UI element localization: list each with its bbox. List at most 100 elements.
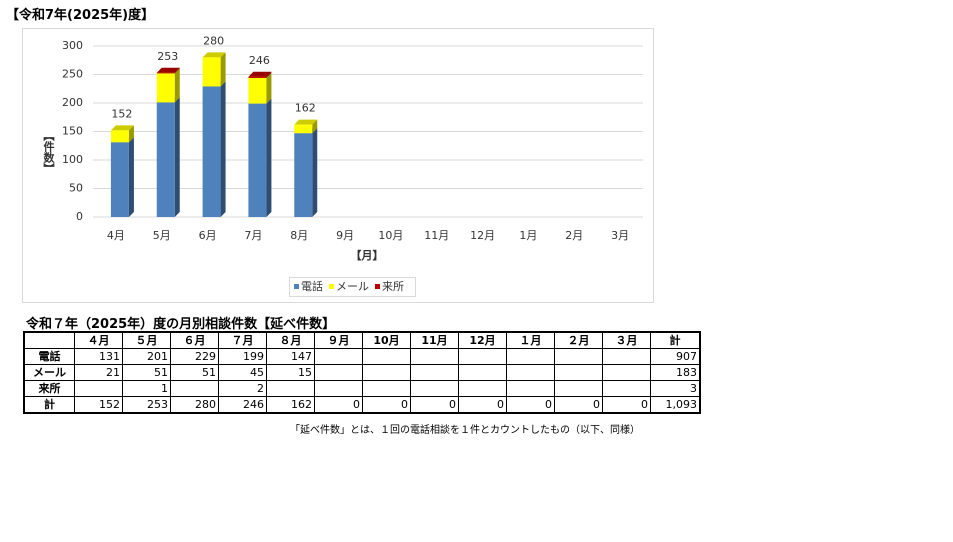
table-cell: 199	[218, 348, 267, 365]
table-cell: 51	[170, 364, 219, 381]
x-axis-label: 【月】	[351, 249, 384, 262]
bar-side	[266, 98, 272, 217]
bar	[294, 124, 313, 134]
data-label: 280	[203, 34, 224, 47]
table-cell: 147	[266, 348, 315, 365]
data-label: 246	[249, 54, 270, 67]
table-cell: 電話	[23, 348, 75, 365]
legend-swatch	[329, 284, 334, 289]
table-cell: 1	[122, 380, 171, 397]
table-row: 来所 1 2 3	[23, 380, 701, 397]
x-tick-label: 4月	[107, 229, 125, 242]
table-cell	[362, 348, 411, 365]
bar-side	[266, 71, 272, 78]
table-cell: 10月	[362, 331, 411, 349]
table-cell: ８月	[266, 331, 315, 349]
bar-side	[266, 72, 272, 104]
bar-top	[248, 71, 272, 77]
bar-top	[110, 125, 134, 131]
x-tick-label: 8月	[290, 229, 308, 242]
note: 「延べ件数」とは、１回の電話相談を１件とカウントしたもの（以下、同様）	[290, 425, 640, 436]
bar-side	[174, 67, 180, 74]
y-tick-label: 300	[62, 39, 83, 52]
table-cell: ３月	[602, 331, 651, 349]
table-cell: ５月	[122, 331, 171, 349]
table-cell	[314, 380, 363, 397]
table-cell: 3	[650, 380, 701, 397]
table-cell	[458, 348, 507, 365]
bar-side	[128, 137, 134, 217]
table-cell: 229	[170, 348, 219, 365]
page-title: 【令和7年(2025年)度】	[6, 8, 155, 23]
table-cell: 21	[74, 364, 123, 381]
table-cell	[410, 364, 459, 381]
table-cell	[23, 331, 75, 349]
bar-top	[294, 119, 318, 125]
bar	[156, 102, 175, 217]
table-cell	[362, 364, 411, 381]
table-cell: 来所	[23, 380, 75, 397]
table-cell: 0	[506, 396, 555, 414]
y-tick-label: 250	[62, 68, 83, 81]
y-tick-label: 150	[62, 125, 83, 138]
table-cell: 152	[74, 396, 123, 414]
x-tick-label: 11月	[424, 229, 449, 242]
table-cell	[74, 380, 123, 397]
data-label: 253	[157, 50, 178, 63]
table-cell: メール	[23, 364, 75, 381]
table-row: 計 152 253 280 246 162 0 0 0 0 0 0 0 1,093	[23, 396, 701, 414]
bar-side	[174, 68, 180, 103]
bar	[110, 130, 129, 143]
legend-swatch	[294, 284, 299, 289]
table-cell: 0	[314, 396, 363, 414]
y-axis-label: 【件数】	[42, 130, 55, 174]
table-cell	[506, 348, 555, 365]
y-tick-label: 200	[62, 96, 83, 109]
table: ４月 ５月 ６月 ７月 ８月 ９月 10月 11月 12月 １月 ２月 ３月計電話 131 201 229 1…	[23, 331, 701, 414]
legend-frame	[289, 277, 416, 297]
table-cell	[506, 364, 555, 381]
table-cell: 0	[554, 396, 603, 414]
bar-side	[220, 81, 226, 217]
table-cell	[458, 380, 507, 397]
table-cell: 246	[218, 396, 267, 414]
table-cell: ９月	[314, 331, 363, 349]
bar	[110, 142, 129, 217]
bar	[156, 73, 175, 103]
legend-label: メール	[336, 280, 369, 293]
x-tick-label: 6月	[199, 229, 217, 242]
table-cell: 0	[362, 396, 411, 414]
table-cell	[410, 348, 459, 365]
legend-swatch	[375, 284, 380, 289]
legend-label: 来所	[382, 280, 404, 293]
bar	[202, 86, 221, 217]
table-cell: 計	[23, 396, 75, 414]
bar	[248, 77, 267, 104]
x-tick-label: 5月	[153, 229, 171, 242]
bar-top	[156, 67, 180, 73]
data-label: 162	[295, 102, 316, 115]
table-row: 電話 131 201 229 199 147 907	[23, 348, 701, 365]
bar-side	[174, 97, 180, 217]
table-cell: 2	[218, 380, 267, 397]
table-cell	[602, 348, 651, 365]
table-cell	[170, 380, 219, 397]
table-cell: 45	[218, 364, 267, 381]
table-cell: 280	[170, 396, 219, 414]
bar	[294, 133, 313, 217]
table-cell: 253	[122, 396, 171, 414]
table-cell: ４月	[74, 331, 123, 349]
table-cell: １月	[506, 331, 555, 349]
x-tick-label: 3月	[611, 229, 629, 242]
table-cell	[554, 364, 603, 381]
x-tick-label: 2月	[565, 229, 583, 242]
table-cell: ６月	[170, 331, 219, 349]
table-cell: 131	[74, 348, 123, 365]
x-tick-label: 12月	[470, 229, 495, 242]
table-cell: 11月	[410, 331, 459, 349]
bar	[156, 72, 175, 74]
table-cell	[410, 380, 459, 397]
x-tick-label: 7月	[244, 229, 262, 242]
y-tick-label: 0	[76, 210, 83, 223]
chart: 【件数】 【月】 0 50 100 150 200 250 300 4月 152 5月 253 6月 2…	[22, 28, 654, 303]
